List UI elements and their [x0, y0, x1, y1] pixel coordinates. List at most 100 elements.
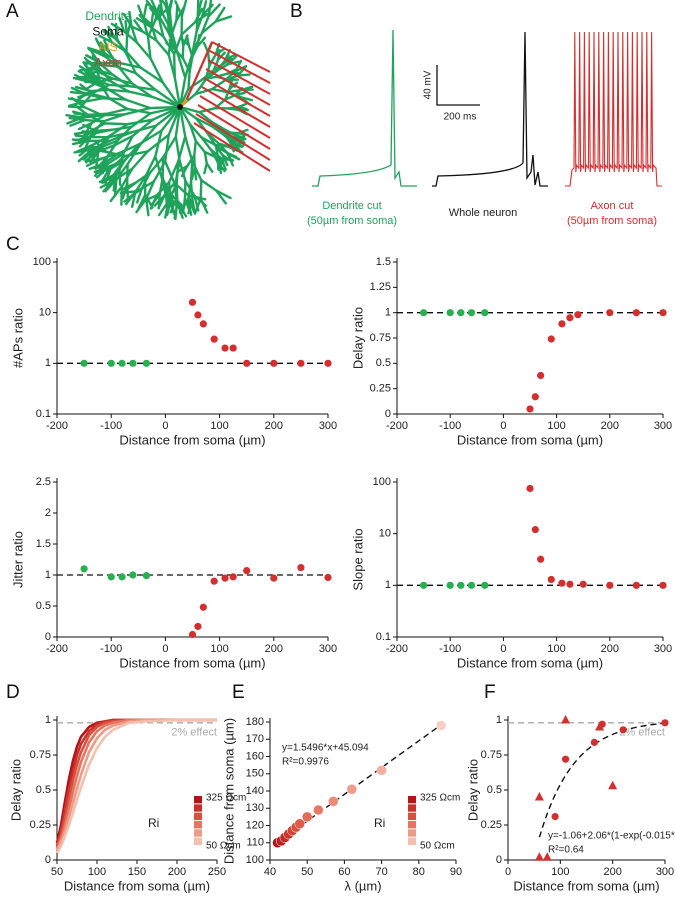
- legend-label: AIS: [98, 40, 117, 54]
- dendrite: [234, 91, 246, 97]
- y-tick-label: 0.25: [30, 819, 51, 831]
- dendrite: [154, 88, 182, 109]
- dendrite: [173, 47, 184, 60]
- point: [551, 813, 559, 821]
- dendrite: [109, 79, 130, 93]
- y-axis-label: Delay ratio: [465, 759, 480, 821]
- point: [118, 359, 126, 367]
- dendrite: [178, 198, 190, 214]
- ais: [180, 98, 189, 107]
- dendrite: [149, 194, 158, 210]
- dendrite: [168, 9, 173, 33]
- point: [199, 603, 207, 611]
- y-axis-label: Delay ratio: [350, 307, 365, 369]
- point: [606, 581, 614, 589]
- point: [467, 581, 476, 589]
- point: [632, 581, 641, 589]
- dendrite: [113, 134, 134, 147]
- triangle-point: [595, 722, 605, 731]
- dendrite: [149, 57, 164, 84]
- y-tick-label: 1: [45, 714, 51, 726]
- dendrite: [97, 70, 114, 80]
- colorbar-min: 50 Ωcm: [206, 841, 241, 852]
- point: [537, 371, 545, 380]
- dendrite: [112, 174, 117, 192]
- dendrite: [225, 151, 234, 163]
- dendrite: [187, 44, 194, 58]
- x-tick-label: -200: [46, 420, 68, 432]
- y-tick-label: 1.25: [370, 281, 391, 293]
- dendrite: [128, 187, 144, 199]
- panel-label: F: [484, 682, 496, 703]
- dendrite: [98, 34, 114, 44]
- dendrite: [137, 4, 145, 21]
- dendrite: [91, 92, 111, 100]
- dendrite: [130, 25, 138, 44]
- y-tick-label: 0.25: [481, 819, 502, 831]
- point: [210, 335, 218, 343]
- dendrite: [157, 13, 170, 34]
- y-tick-label: 1: [385, 579, 391, 591]
- dendrite: [165, 199, 172, 217]
- axon: [211, 41, 271, 73]
- dendrite: [186, 198, 193, 216]
- x-tick-label: 300: [654, 643, 672, 655]
- point: [558, 579, 566, 587]
- dendrite: [228, 81, 239, 91]
- point: [210, 577, 218, 585]
- dendrite: [74, 134, 92, 139]
- x-tick-label: 200: [168, 866, 186, 878]
- y-tick-label: 1.5: [376, 256, 391, 268]
- dendrite: [236, 73, 251, 77]
- x-tick-label: 60: [338, 866, 350, 878]
- dendrite: [177, 135, 187, 163]
- point: [188, 298, 197, 306]
- y-tick-label: 180: [246, 716, 264, 728]
- colorbar-swatch: [408, 804, 416, 812]
- dendrite: [211, 125, 226, 137]
- point: [297, 563, 305, 572]
- point: [142, 572, 151, 580]
- dendrite: [223, 74, 239, 82]
- x-tick-label: 300: [319, 643, 337, 655]
- x-tick-label: -200: [386, 420, 408, 432]
- point: [324, 359, 332, 367]
- dendrite: [111, 77, 134, 85]
- y-tick-label: 100: [33, 256, 51, 268]
- dendrite: [150, 95, 182, 109]
- dendrite: [204, 64, 211, 81]
- dendrite: [94, 135, 111, 151]
- point: [558, 320, 566, 328]
- point: [420, 581, 428, 589]
- dendrite: [79, 83, 94, 96]
- axon: [193, 122, 271, 172]
- dendrite: [144, 197, 150, 217]
- dendrite: [193, 197, 202, 215]
- x-axis-label: Distance from soma (µm): [513, 878, 659, 893]
- triangle-point: [608, 780, 618, 790]
- x-tick-label: 200: [601, 643, 619, 655]
- point: [194, 311, 202, 319]
- annotation: R²=0.64: [548, 845, 584, 856]
- annotation: y=-1.06+2.06*(1-exp(-0.015*x)): [548, 831, 675, 842]
- y-tick-label: 0.5: [487, 784, 502, 796]
- dendrite: [214, 145, 229, 154]
- point: [142, 359, 151, 367]
- fit-line: [538, 722, 666, 838]
- axon: [197, 104, 271, 150]
- colorbar-swatch: [194, 837, 202, 845]
- y-tick-label: 10: [39, 307, 51, 319]
- dendrite: [214, 15, 233, 23]
- dendrite: [181, 56, 191, 73]
- dendrite: [203, 150, 208, 165]
- dendrite: [224, 87, 231, 101]
- dendrite: [134, 71, 157, 91]
- x-tick-label: 80: [413, 866, 425, 878]
- dendrite: [89, 148, 108, 154]
- triangle-point: [561, 715, 571, 724]
- dendrite: [130, 124, 158, 134]
- dendrite: [114, 159, 126, 177]
- point: [446, 309, 454, 317]
- dendrite: [205, 131, 218, 148]
- y-tick-label: 110: [246, 837, 264, 849]
